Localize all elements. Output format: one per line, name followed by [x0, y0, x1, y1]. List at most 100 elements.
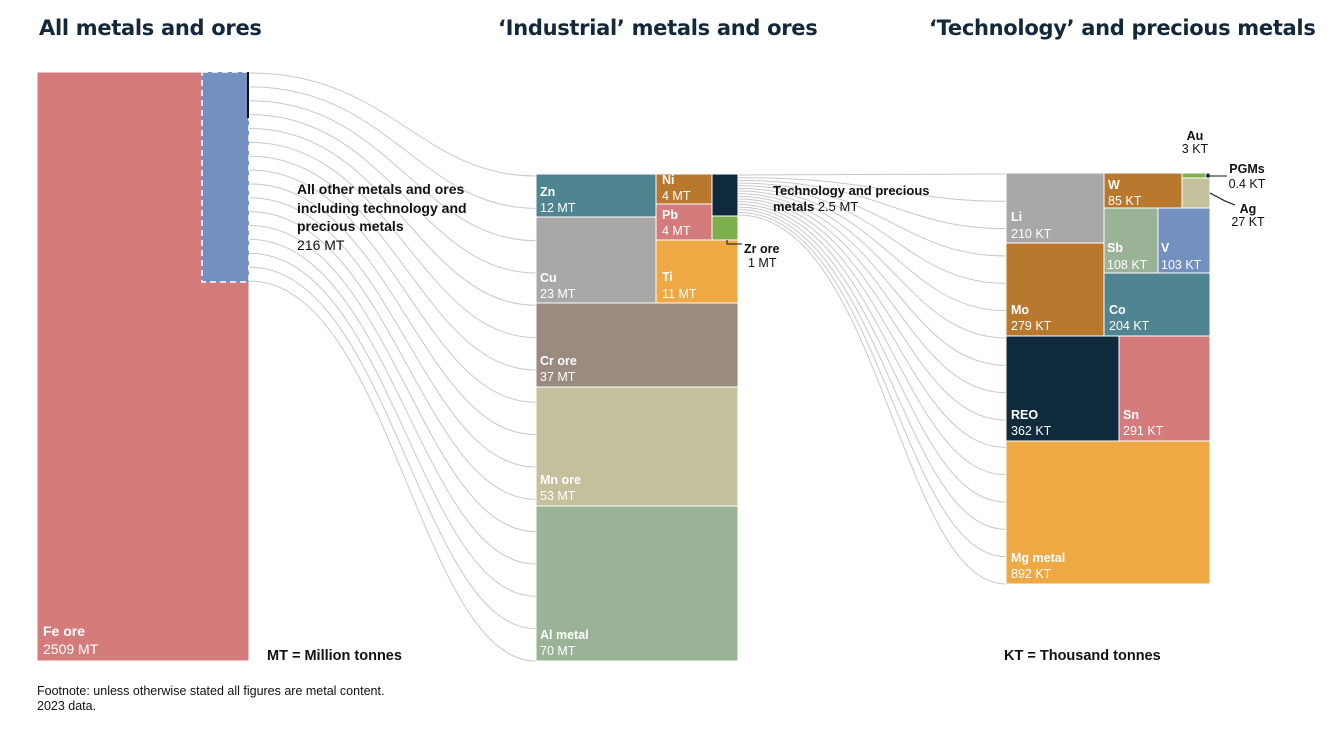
box-other-metals	[202, 72, 249, 282]
box-cu	[535, 216, 657, 304]
label-name-ni: Ni	[662, 173, 675, 187]
tech-metals-line1: Technology and precious	[773, 183, 930, 198]
label-value-cu: 23 MT	[540, 287, 576, 301]
label-name-mg-metal: Mg metal	[1011, 551, 1065, 565]
label-value-cr-ore: 37 MT	[540, 370, 576, 384]
label-value-sb: 108 KT	[1107, 258, 1148, 272]
flow-line	[737, 203, 1007, 476]
flow-lines	[248, 72, 1007, 662]
flow-line	[737, 206, 1007, 503]
flow-line	[248, 252, 537, 597]
label-value-v: 103 KT	[1161, 258, 1202, 272]
flow-line	[248, 238, 537, 565]
kt-unit-note: KT = Thousand tonnes	[1004, 648, 1161, 664]
box-tech-sliver	[247, 72, 249, 118]
label-name-w: W	[1108, 178, 1120, 192]
flow-line	[737, 211, 1007, 558]
flow-line	[737, 173, 1007, 176]
label-value-co: 204 KT	[1109, 319, 1150, 333]
leader-line	[1209, 192, 1236, 206]
tech-metals-annotation: Technology and precious metals 2.5 MT	[773, 183, 930, 215]
label-value-mn-ore: 53 MT	[540, 489, 576, 503]
footnote: Footnote: unless otherwise stated all fi…	[37, 684, 384, 714]
flow-line	[737, 187, 1007, 312]
label-name-v: V	[1161, 241, 1170, 255]
leader-line	[726, 240, 742, 245]
flow-line	[737, 198, 1007, 421]
flow-line	[737, 209, 1007, 530]
flow-line	[248, 225, 537, 533]
box-mg-metal	[1005, 440, 1211, 585]
label-value-mg-metal: 892 KT	[1011, 567, 1052, 581]
flow-line	[737, 214, 1007, 585]
label-value-pgms: 0.4 KT	[1229, 177, 1266, 191]
flow-line	[248, 211, 537, 500]
label-value-pb: 4 MT	[662, 224, 691, 238]
flow-line	[737, 190, 1007, 339]
title-industrial-metals: ‘Industrial’ metals and ores	[498, 16, 818, 40]
label-name-cr-ore: Cr ore	[540, 354, 577, 368]
label-name-li: Li	[1011, 210, 1022, 224]
label-name-zn: Zn	[540, 185, 555, 199]
footnote-line2: 2023 data.	[37, 699, 97, 713]
tech-metals-line2: metals	[773, 199, 815, 214]
other-metals-line1: All other metals and ores	[297, 181, 465, 197]
title-all-metals: All metals and ores	[39, 16, 262, 40]
label-name-co: Co	[1109, 303, 1126, 317]
mt-unit-note: MT = Million tonnes	[267, 648, 402, 664]
box-li	[1005, 172, 1105, 244]
flow-line	[248, 155, 537, 371]
box-technology-and-precious-metals	[711, 173, 739, 217]
flow-line	[248, 169, 537, 403]
box-mo	[1005, 242, 1105, 337]
flow-line	[737, 201, 1007, 448]
label-value-ag: 27 KT	[1231, 215, 1265, 229]
flow-line	[737, 185, 1007, 284]
label-value-zn: 12 MT	[540, 201, 576, 215]
box-zr-ore	[711, 215, 739, 241]
label-value-au: 3 KT	[1182, 142, 1209, 156]
flow-line	[737, 193, 1007, 366]
label-value-li: 210 KT	[1011, 227, 1052, 241]
box-w	[1103, 172, 1183, 209]
flow-line	[737, 195, 1007, 394]
flow-line	[248, 280, 537, 662]
label-value-fe-ore: 2509 MT	[43, 641, 99, 657]
tech-metals-value: 2.5 MT	[817, 199, 859, 214]
treemap-labels: Fe ore 2509 MT Zn 12 MT Ni 4 MT Pb 4 MT Cu 23 MT T…	[43, 129, 1266, 658]
box-ni	[655, 173, 713, 205]
flow-line	[248, 114, 537, 274]
flow-line	[248, 197, 537, 468]
box-other-metals-border	[201, 71, 250, 283]
flow-line	[737, 177, 1007, 202]
label-name-pb: Pb	[662, 208, 678, 222]
label-name-zr-ore: Zr ore	[744, 242, 779, 256]
flow-line	[248, 141, 537, 339]
box-mn-ore	[535, 386, 739, 507]
box-sn	[1118, 335, 1211, 442]
label-value-reo: 362 KT	[1011, 424, 1052, 438]
label-value-zr-ore: 1 MT	[748, 256, 777, 270]
flow-line	[248, 266, 537, 630]
box-al-metal	[535, 505, 739, 662]
box-sb	[1103, 207, 1159, 274]
label-name-fe-ore: Fe ore	[43, 623, 85, 639]
title-technology-metals: ‘Technology’ and precious metals	[929, 16, 1316, 40]
label-name-cu: Cu	[540, 271, 557, 285]
other-metals-annotation: All other metals and ores including tech…	[297, 180, 467, 254]
box-ti	[655, 239, 739, 304]
label-name-au: Au	[1187, 129, 1204, 143]
label-name-pgms: PGMs	[1229, 162, 1264, 176]
treemap-boxes	[36, 71, 1211, 662]
label-value-ti: 11 MT	[662, 287, 697, 301]
label-name-sn: Sn	[1123, 408, 1139, 422]
label-value-sn: 291 KT	[1123, 424, 1164, 438]
box-co	[1103, 272, 1211, 337]
flow-line	[248, 100, 537, 242]
label-name-al-metal: Al metal	[540, 628, 589, 642]
flow-line	[737, 179, 1007, 230]
label-name-sb: Sb	[1107, 241, 1123, 255]
label-value-ni: 4 MT	[662, 189, 691, 203]
box-cr-ore	[535, 302, 739, 388]
